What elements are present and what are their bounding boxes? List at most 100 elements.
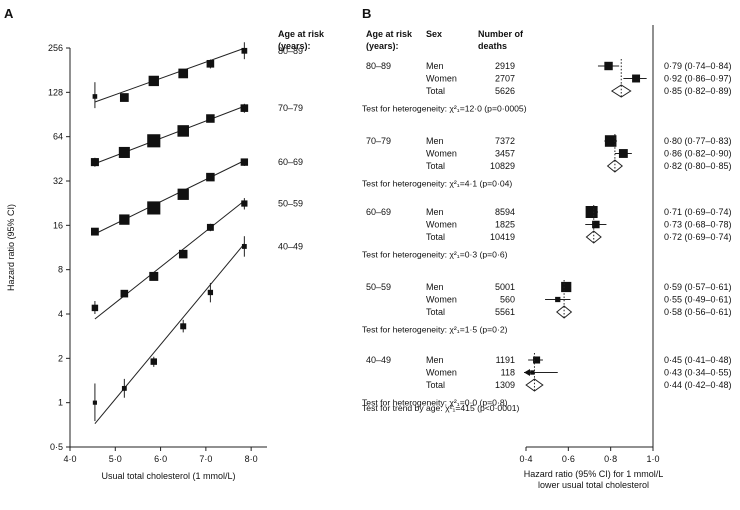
row-hr-label: 0·79 (0·74–0·84) xyxy=(664,61,732,71)
data-point xyxy=(177,188,189,200)
y-tick-label: 1 xyxy=(58,398,63,408)
forest-x-title-line2: lower usual total cholesterol xyxy=(538,480,649,490)
data-point xyxy=(119,214,130,225)
data-point xyxy=(206,114,215,123)
hr-square xyxy=(555,296,561,303)
row-hr-label: 0·58 (0·56–0·61) xyxy=(664,307,732,317)
forest-x-title-line1: Hazard ratio (95% CI) for 1 mmol/L xyxy=(524,469,664,479)
row-deaths: 5001 xyxy=(495,282,515,292)
row-hr-label: 0·82 (0·80–0·85) xyxy=(664,161,732,171)
row-hr-label: 0·80 (0·77–0·83) xyxy=(664,136,732,146)
row-hr-label: 0·86 (0·82–0·90) xyxy=(664,149,732,159)
row-hr-label: 0·43 (0·34–0·55) xyxy=(664,368,732,378)
data-point xyxy=(178,249,188,259)
data-point xyxy=(241,200,248,207)
row-deaths: 10419 xyxy=(490,232,515,242)
data-point xyxy=(118,146,130,158)
row-deaths: 1825 xyxy=(495,220,515,230)
fit-line xyxy=(94,105,245,165)
data-point xyxy=(177,125,189,137)
y-tick-label: 32 xyxy=(53,176,63,186)
series-label: 60–69 xyxy=(278,157,303,167)
row-hr-label: 0·45 (0·41–0·48) xyxy=(664,355,732,365)
data-point xyxy=(241,244,247,249)
row-deaths: 2919 xyxy=(495,61,515,71)
data-point xyxy=(206,223,214,231)
panel-a-chart: 0·5 1 2 4 8 16 32 64 128 256 4·0 5·0 6·0 7·0 8·0 Usual … xyxy=(6,29,325,481)
hr-square xyxy=(604,135,617,147)
row-deaths: 10829 xyxy=(490,161,515,171)
row-sex: Women xyxy=(426,74,457,84)
data-point xyxy=(120,289,129,298)
series-label: 40–49 xyxy=(278,241,303,251)
y-axis-title: Hazard ratio (95% CI) xyxy=(6,204,16,291)
legend-title: Age at risk (years): xyxy=(278,29,325,51)
group-age-label: 60–69 xyxy=(366,207,391,217)
data-point xyxy=(241,47,248,54)
row-sex: Total xyxy=(426,307,445,317)
data-point xyxy=(121,385,127,391)
y-tick-label: 16 xyxy=(53,220,63,230)
fit-line xyxy=(94,160,245,235)
total-diamond xyxy=(585,230,602,244)
y-tick-label: 4 xyxy=(58,309,63,319)
x-tick-label: 5·0 xyxy=(109,454,122,464)
x-tick-label: 4·0 xyxy=(63,454,76,464)
data-point xyxy=(206,59,215,68)
row-sex: Women xyxy=(426,295,457,305)
row-deaths: 3457 xyxy=(495,149,515,159)
data-point xyxy=(180,323,187,330)
y-tick-label: 128 xyxy=(48,87,63,97)
row-hr-label: 0·92 (0·86–0·97) xyxy=(664,74,732,84)
row-hr-label: 0·85 (0·82–0·89) xyxy=(664,86,732,96)
data-point xyxy=(207,289,214,296)
data-point xyxy=(178,68,189,79)
total-diamond xyxy=(606,159,623,173)
row-sex: Total xyxy=(426,161,445,171)
data-point xyxy=(92,94,98,99)
y-tick-label: 0·5 xyxy=(50,442,63,452)
panel-b-forest-plot: Age at risk (years): Sex Number of deaths 80–… xyxy=(362,25,732,490)
heterogeneity-test: Test for heterogeneity: χ²₁=0·3 (p=0·6) xyxy=(362,250,508,260)
y-tick-label: 256 xyxy=(48,43,63,53)
data-point xyxy=(90,158,99,167)
row-deaths: 7372 xyxy=(495,136,515,146)
x-axis-title: Usual total cholesterol (1 mmol/L) xyxy=(101,471,235,481)
data-point xyxy=(148,75,159,87)
row-hr-label: 0·71 (0·69–0·74) xyxy=(664,207,732,217)
trend-test: Test for trend by age: χ²₁=415 (p<0·0001… xyxy=(362,403,520,413)
data-point xyxy=(92,400,97,405)
header-sex: Sex xyxy=(426,29,442,39)
x-tick-label: 6·0 xyxy=(154,454,167,464)
group-age-label: 50–59 xyxy=(366,282,391,292)
panel-a-label: A xyxy=(4,6,14,21)
series-label: 80–89 xyxy=(278,46,303,56)
legend-title-line: (years): xyxy=(278,41,311,51)
forest-x-tick-label: 1·0 xyxy=(646,454,659,464)
total-diamond xyxy=(525,378,544,392)
row-deaths: 118 xyxy=(501,368,515,378)
fit-line xyxy=(94,47,245,103)
fit-line xyxy=(94,243,245,424)
row-sex: Men xyxy=(426,61,444,71)
row-deaths: 5561 xyxy=(495,307,515,317)
heterogeneity-test: Test for heterogeneity: χ²₁=12·0 (p=0·00… xyxy=(362,104,527,114)
y-tick-label: 64 xyxy=(53,132,63,142)
row-deaths: 5626 xyxy=(495,86,515,96)
y-tick-label: 8 xyxy=(58,265,63,275)
data-point xyxy=(150,358,158,365)
row-deaths: 2707 xyxy=(495,74,515,84)
heterogeneity-test: Test for heterogeneity: χ²₁=4·1 (p=0·04) xyxy=(362,179,512,189)
hr-square xyxy=(530,370,535,375)
row-hr-label: 0·73 (0·68–0·78) xyxy=(664,220,732,230)
data-point xyxy=(206,172,215,182)
header-deaths-line2: deaths xyxy=(478,41,507,51)
data-point xyxy=(147,134,161,148)
group-age-label: 80–89 xyxy=(366,61,391,71)
row-sex: Women xyxy=(426,368,457,378)
series-label: 50–59 xyxy=(278,199,303,209)
forest-x-tick-label: 0·8 xyxy=(604,454,617,464)
row-deaths: 560 xyxy=(500,295,515,305)
